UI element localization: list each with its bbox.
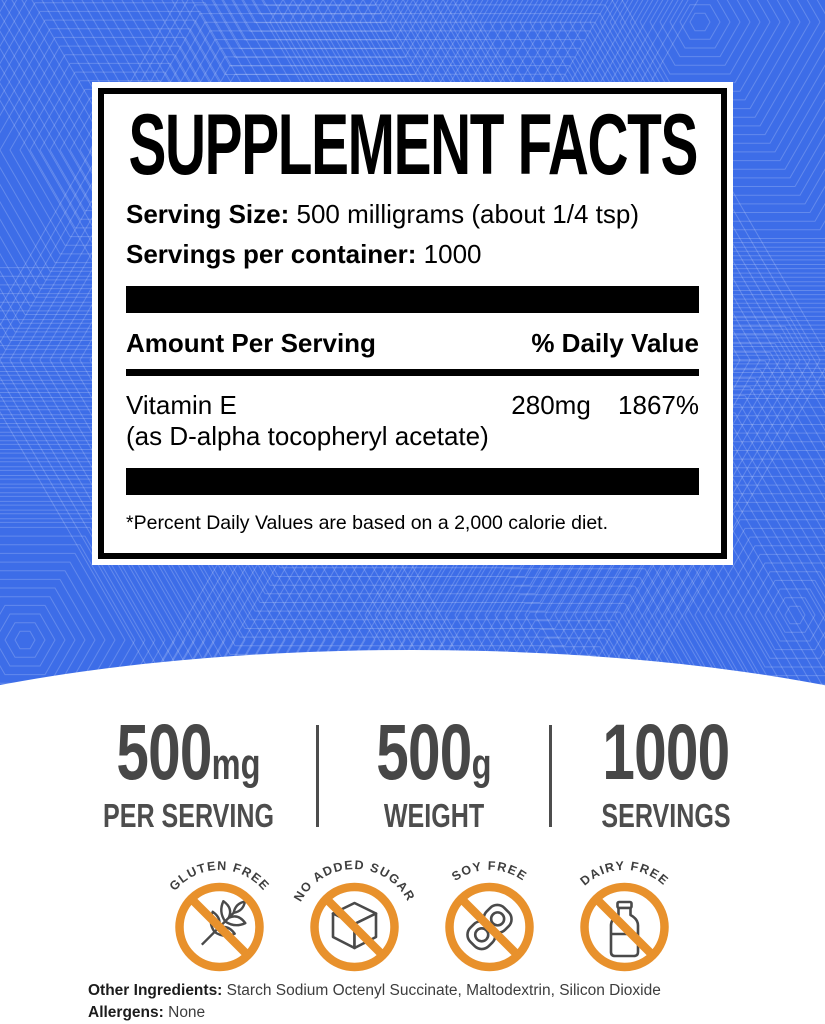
stat-unit: mg [211,740,261,789]
nutrient-amount: 280mg [511,390,591,421]
allergens-label: Allergens: [88,1004,164,1021]
servings-per-container-line: Servings per container: 1000 [126,238,699,270]
stat-label: SERVINGS [601,797,731,834]
stat-servings: 1000 SERVINGS [552,712,780,834]
gluten-free-badge: GLUTEN FREE [152,855,287,975]
nutrient-name: Vitamin E [126,390,237,421]
dairy-free-badge: DAIRY FREE [557,855,692,975]
stat-value-group: 500mg [116,712,260,791]
other-ingredients-value: Starch Sodium Octenyl Succinate, Maltode… [222,982,661,999]
stat-weight: 500g WEIGHT [319,712,549,834]
supplement-facts-panel: SUPPLEMENT FACTS Serving Size: 500 milli… [92,82,733,565]
badges-row: GLUTEN FREE [152,855,692,975]
column-header-row: Amount Per Serving % Daily Value [126,329,699,358]
stat-value-group: 1000 [602,712,730,791]
svg-text:NO ADDED SUGAR: NO ADDED SUGAR [291,858,418,904]
no-added-sugar-badge: NO ADDED SUGAR [287,855,422,975]
stats-strip: 500mg PER SERVING 500g WEIGHT 1000 SERVI… [60,712,780,834]
prohibition-sign [175,882,264,972]
allergens-value: None [163,1004,206,1021]
header-rule [126,369,699,377]
nutrient-daily-value: 1867% [618,390,699,421]
soy-free-badge: SOY FREE [422,855,557,975]
other-ingredients-line: Other Ingredients: Starch Sodium Octenyl… [88,980,661,1002]
prohibition-sign [310,882,399,972]
stat-label: PER SERVING [102,797,274,834]
amount-per-serving-header: Amount Per Serving [126,327,376,358]
nutrient-detail: (as D-alpha tocopheryl acetate) [126,421,489,452]
stat-divider [549,725,552,827]
serving-size-line: Serving Size: 500 milligrams (about 1/4 … [126,199,699,230]
soy-pod-icon [466,903,513,951]
stat-per-serving: 500mg PER SERVING [60,712,316,834]
svg-text:SOY FREE: SOY FREE [449,859,530,884]
servings-value: 1000 [416,238,482,269]
badge-label: NO ADDED SUGAR [291,858,416,904]
ingredients-footer: Other Ingredients: Starch Sodium Octenyl… [88,980,661,1024]
serving-size-value: 500 milligrams (about 1/4 tsp) [289,199,640,229]
prohibition-sign [445,882,534,972]
panel-title: SUPPLEMENT FACTS [128,97,698,193]
badge-label: SOY FREE [449,859,528,884]
servings-label: Servings per container: [126,238,417,269]
stat-value: 500 [115,707,212,796]
nutrient-row: Vitamin E 280mg 1867% [126,391,699,420]
stat-label: WEIGHT [383,797,485,834]
panel-title-row: SUPPLEMENT FACTS [126,100,699,190]
nutrient-amounts: 280mg 1867% [511,391,699,420]
serving-size-label: Serving Size: [126,199,290,229]
daily-value-footnote: *Percent Daily Values are based on a 2,0… [126,511,609,534]
other-ingredients-label: Other Ingredients: [88,982,223,999]
prohibition-sign [580,882,669,972]
daily-value-header: % Daily Value [531,327,699,358]
stat-unit: g [471,740,492,789]
separator-bar-top [126,285,699,313]
stat-value: 1000 [602,707,730,796]
stat-divider [316,725,319,827]
allergens-line: Allergens: None [88,1002,661,1024]
stat-value-group: 500g [376,712,491,791]
supplement-facts-border: SUPPLEMENT FACTS Serving Size: 500 milli… [98,88,727,559]
separator-bar-bottom [126,467,699,495]
stat-value: 500 [376,707,472,796]
